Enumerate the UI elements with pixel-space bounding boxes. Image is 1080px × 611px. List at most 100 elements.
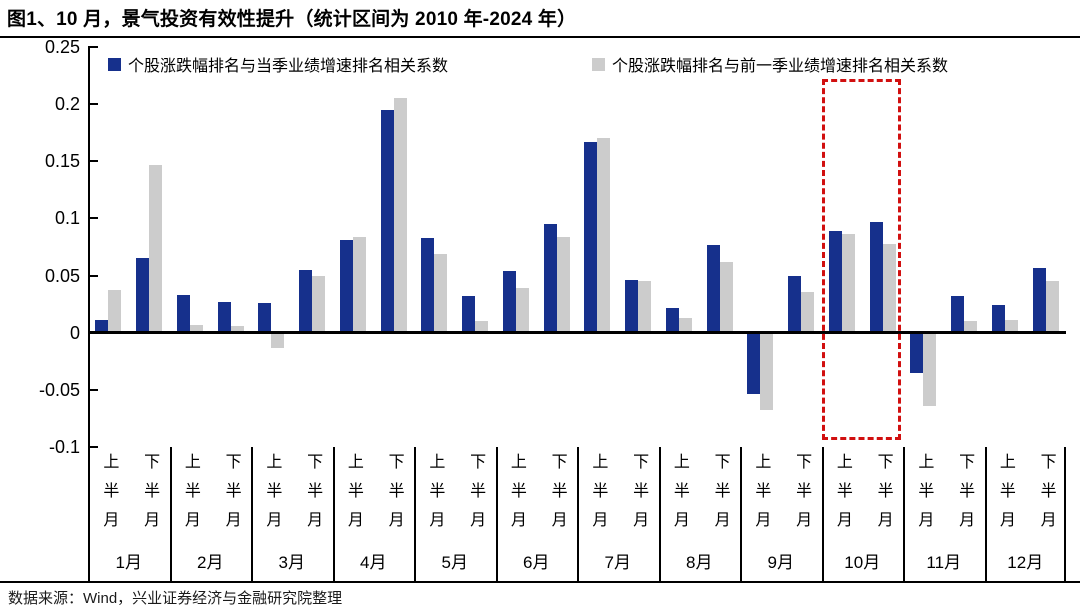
month-separator-line [984, 447, 987, 581]
bar-previous-quarter [719, 261, 733, 333]
y-tick-label: 0.25 [44, 37, 80, 57]
legend-swatch-current-quarter-icon [108, 57, 121, 71]
bar-current-quarter [136, 258, 150, 333]
bar-current-quarter [339, 240, 353, 333]
legend-label-current-quarter: 个股涨跌幅排名与当季业绩增速排名相关系数 [128, 58, 449, 75]
half-month-label: 下半月 [874, 453, 892, 540]
bar-current-quarter [502, 271, 516, 333]
month-separator-line [169, 447, 172, 581]
bar-current-quarter [299, 269, 313, 333]
month-label: 12月 [1007, 553, 1044, 572]
bar-previous-quarter [352, 236, 366, 333]
bar-current-quarter [665, 307, 679, 333]
half-month-label: 下半月 [222, 453, 240, 540]
bar-current-quarter [176, 295, 190, 333]
y-axis-tick [88, 446, 98, 448]
month-separator-line [577, 447, 579, 581]
month-separator-line [332, 447, 335, 581]
x-axis-label-area: 上半月 下半月 1月 上半月 下半月 2月 上半月 下半月 3月 上半月 下半月 4月 上半月 下半月 5月… [88, 447, 1066, 581]
source-note: 数据来源：Wind，兴业证券经济与金融研究院整理 [8, 590, 343, 607]
y-axis-tick [88, 274, 98, 277]
legend-swatch-previous-quarter-icon [592, 57, 605, 71]
month-label: 11月 [926, 553, 962, 572]
half-month-label: 上半月 [915, 453, 933, 540]
month-separator-line [740, 447, 742, 581]
bar-previous-quarter [393, 98, 407, 333]
legend-item-current-quarter: 个股涨跌幅排名与当季业绩增速排名相关系数 [108, 52, 448, 76]
bar-previous-quarter [556, 236, 570, 333]
bar-previous-quarter [964, 321, 978, 333]
y-axis-tick [88, 160, 98, 163]
y-tick-label: -0.05 [38, 379, 80, 400]
month-separator-line [821, 447, 824, 581]
month-label: 4月 [360, 553, 387, 572]
half-month-label: 下半月 [1037, 453, 1055, 540]
month-separator-line [903, 447, 905, 581]
bar-previous-quarter [434, 253, 448, 333]
bar-current-quarter [828, 231, 842, 333]
half-month-label: 上半月 [670, 453, 688, 540]
month-label: 6月 [523, 553, 550, 572]
bar-previous-quarter [230, 325, 244, 333]
month-label: 5月 [441, 553, 468, 572]
bar-current-quarter [95, 320, 109, 333]
month-separator-line [658, 447, 661, 581]
bar-previous-quarter [841, 234, 855, 333]
half-month-label: 下半月 [630, 453, 648, 540]
bar-current-quarter [421, 237, 435, 333]
bar-previous-quarter [760, 332, 774, 411]
legend-item-previous-quarter: 个股涨跌幅排名与前一季业绩增速排名相关系数 [592, 52, 948, 76]
bar-current-quarter [217, 301, 231, 333]
chart-title: 图1、10 月，景气投资有效性提升（统计区间为 2010 年-2024 年） [7, 9, 577, 30]
bar-previous-quarter [638, 281, 652, 333]
bar-previous-quarter [597, 138, 611, 333]
bar-current-quarter [910, 332, 924, 373]
y-axis-tick [88, 103, 98, 106]
legend-label-previous-quarter: 个股涨跌幅排名与前一季业绩增速排名相关系数 [612, 58, 949, 75]
bar-current-quarter [380, 109, 394, 333]
highlight-box-october [821, 79, 901, 440]
half-month-label: 上半月 [752, 453, 770, 540]
y-tick-label: -0.1 [48, 437, 80, 457]
bar-previous-quarter [923, 332, 937, 406]
bar-previous-quarter [1004, 320, 1018, 333]
footer-divider [0, 581, 1080, 583]
half-month-label: 上半月 [426, 453, 444, 540]
y-axis-line [88, 47, 90, 447]
month-label: 8月 [686, 553, 713, 572]
half-month-label: 下半月 [467, 453, 485, 540]
month-separator-line [414, 447, 416, 581]
half-month-label: 上半月 [589, 453, 607, 540]
half-month-label: 下半月 [141, 453, 159, 540]
month-label: 1月 [115, 553, 142, 572]
y-tick-label: 0.2 [54, 94, 80, 115]
half-month-label: 上半月 [344, 453, 362, 540]
half-month-label: 下半月 [304, 453, 322, 540]
y-tick-label: 0.15 [44, 151, 80, 172]
month-label: 7月 [604, 553, 631, 572]
half-month-label: 上半月 [833, 453, 851, 540]
half-month-label: 上半月 [996, 453, 1014, 540]
bar-current-quarter [543, 224, 557, 333]
month-separator-line [88, 447, 90, 581]
month-separator-line [1064, 447, 1066, 581]
bar-previous-quarter [1045, 281, 1059, 333]
plot-area: 个股涨跌幅排名与当季业绩增速排名相关系数 个股涨跌幅排名与前一季业绩增速排名相关… [39, 37, 1066, 457]
month-label: 10月 [844, 553, 881, 572]
bar-previous-quarter [801, 291, 815, 333]
bar-previous-quarter [515, 288, 529, 333]
bar-current-quarter [991, 305, 1005, 333]
half-month-label: 下半月 [956, 453, 974, 540]
y-axis-tick [88, 46, 98, 48]
bar-current-quarter [584, 141, 598, 333]
half-month-label: 下半月 [711, 453, 729, 540]
bar-current-quarter [869, 221, 883, 333]
y-tick-label: 0.1 [54, 208, 80, 229]
y-tick-label: 0.05 [44, 265, 80, 286]
bar-current-quarter [462, 296, 476, 333]
half-month-label: 上半月 [507, 453, 525, 540]
bar-current-quarter [951, 296, 965, 333]
half-month-label: 上半月 [100, 453, 118, 540]
bar-previous-quarter [149, 164, 163, 333]
